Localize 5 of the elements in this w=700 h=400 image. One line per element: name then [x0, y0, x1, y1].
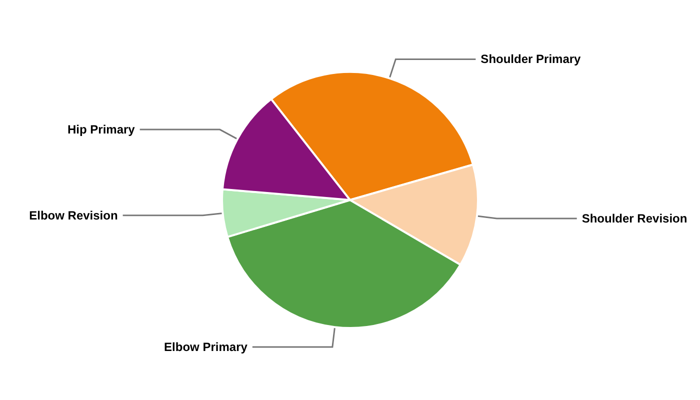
slice-label: Elbow Revision: [29, 208, 118, 222]
slice-label: Shoulder Revision: [582, 212, 688, 226]
slice-label: Shoulder Primary: [480, 52, 582, 66]
slice-label: Hip Primary: [67, 122, 136, 137]
slice-label: Elbow Primary: [164, 340, 248, 354]
